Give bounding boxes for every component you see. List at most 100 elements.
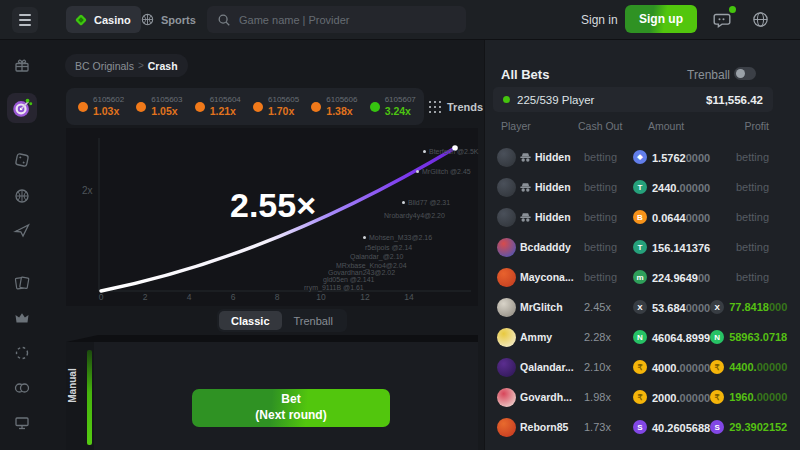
cash-out-value: betting: [578, 241, 633, 253]
chat-icon[interactable]: [712, 10, 732, 30]
language-globe-icon[interactable]: [751, 10, 770, 29]
round-id: 6105603: [151, 95, 182, 105]
tab-trenball[interactable]: Trenball: [282, 311, 345, 330]
player-name[interactable]: Bcdadddy: [520, 241, 571, 253]
cash-out-value: 2.45x: [578, 301, 633, 313]
profit-value: betting: [736, 181, 769, 193]
cash-out-value: betting: [578, 211, 633, 223]
history-round[interactable]: 61056031.05x: [128, 95, 186, 117]
cards-icon[interactable]: [10, 271, 34, 295]
round-multiplier: 1.38x: [326, 105, 357, 118]
incognito-icon: [520, 152, 531, 162]
vip-crown-icon[interactable]: [10, 306, 34, 330]
manual-mode-tab[interactable]: Manual: [67, 366, 78, 406]
round-multiplier: 1.05x: [151, 105, 182, 118]
cashout-label: rrym_9111B @1.61: [304, 284, 364, 291]
history-round[interactable]: 61056051.70x: [245, 95, 303, 117]
x-tick: 2: [143, 292, 148, 302]
affiliate-icon[interactable]: [10, 411, 34, 435]
history-round[interactable]: 61056021.03x: [70, 95, 128, 117]
bet-amount: ◆1.57620000: [633, 148, 736, 166]
profit-value: betting: [736, 241, 769, 253]
col-profit: Profit: [744, 120, 769, 132]
lottery-icon[interactable]: [10, 218, 34, 242]
player-avatar: [497, 298, 516, 317]
profit-value: S29.3902152: [710, 420, 787, 434]
breadcrumb-page: Crash: [148, 60, 178, 72]
profit-value: ₹4400.00000: [710, 360, 787, 374]
sol-coin-icon: S: [633, 420, 647, 434]
cashout-label: r5elpois @2.14: [365, 244, 412, 251]
ngn-coin-icon: N: [710, 330, 724, 344]
bc-originals-icon[interactable]: [10, 96, 34, 120]
search-input[interactable]: Game name | Provider: [207, 6, 466, 33]
bet-row: Govardh...1.98x₹2000.00000₹1960.00000: [485, 382, 800, 412]
history-round[interactable]: 61056073.24x: [362, 95, 420, 117]
player-name[interactable]: Hidden: [535, 181, 571, 193]
x-tick: 6: [231, 292, 236, 302]
cashout-label: Mohsen_M33@2.16: [363, 234, 432, 241]
bet-panel: Manual Bet (Next round): [66, 342, 478, 450]
basketball-icon: [140, 12, 155, 27]
topbar: Casino Sports Game name | Provider Sign …: [0, 0, 800, 40]
bet-button-line2: (Next round): [255, 408, 326, 424]
cash-out-value: betting: [578, 181, 633, 193]
coins-icon[interactable]: [10, 376, 34, 400]
bet-row: BcdadddybettingT156.141376betting: [485, 232, 800, 262]
trenball-toggle[interactable]: [734, 67, 756, 80]
player-name[interactable]: Reborn85: [520, 421, 568, 433]
cashout-label: Nrobardy4y4@2.20: [384, 212, 445, 219]
menu-button[interactable]: [12, 7, 38, 33]
player-name[interactable]: Ammy: [520, 331, 552, 343]
player-name[interactable]: Govardh...: [520, 391, 572, 403]
player-name[interactable]: Hidden: [535, 211, 571, 223]
round-id: 6105604: [210, 95, 241, 105]
sports-sidebar-icon[interactable]: [10, 184, 34, 208]
player-avatar: [497, 388, 516, 407]
sign-up-button[interactable]: Sign up: [625, 5, 697, 33]
history-round[interactable]: 61056061.38x: [303, 95, 361, 117]
sol-coin-icon: S: [710, 420, 724, 434]
breadcrumb-section[interactable]: BC Originals: [75, 60, 134, 72]
bet-amount: ₹4000.00000: [633, 358, 710, 376]
round-dot: [195, 102, 205, 112]
player-name[interactable]: Qalandar...: [520, 361, 574, 373]
player-name[interactable]: MrGlitch: [520, 301, 563, 313]
x-tick: 4: [187, 292, 192, 302]
casino-tab[interactable]: Casino: [66, 6, 141, 33]
profit-value: betting: [736, 151, 769, 163]
sign-in-link[interactable]: Sign in: [581, 13, 618, 27]
dice-icon[interactable]: [10, 148, 34, 172]
search-placeholder: Game name | Provider: [239, 14, 349, 26]
round-multiplier: 3.24x: [385, 105, 416, 118]
inr-coin-icon: ₹: [633, 390, 647, 404]
bet-row: HiddenbettingB0.06440000betting: [485, 202, 800, 232]
round-dot: [78, 102, 88, 112]
eth-coin-icon: ◆: [633, 150, 647, 164]
cashout-label: Blld77 @2.31: [402, 199, 450, 206]
cash-out-value: betting: [578, 151, 633, 163]
trends-label: Trends: [447, 101, 483, 113]
player-avatar: [497, 418, 516, 437]
col-player: Player: [501, 120, 578, 132]
bet-amount: N46064.8999: [633, 328, 710, 346]
history-round[interactable]: 61056041.21x: [187, 95, 245, 117]
ngn-coin-icon: N: [633, 330, 647, 344]
gift-icon[interactable]: [10, 53, 34, 77]
round-dot: [370, 102, 380, 112]
player-name[interactable]: Maycona...: [520, 271, 574, 283]
sports-tab[interactable]: Sports: [140, 6, 196, 33]
bet-row: Ammy2.28xN46064.8999N58963.0718: [485, 322, 800, 352]
player-name[interactable]: Hidden: [535, 151, 571, 163]
player-count-bar: 225/539 Player $11,556.42: [493, 87, 773, 112]
tab-classic[interactable]: Classic: [219, 311, 282, 330]
all-bets-title: All Bets: [501, 67, 549, 82]
bet-button[interactable]: Bet (Next round): [192, 389, 390, 427]
bet-mode-rail: Manual: [66, 342, 94, 450]
trends-button[interactable]: Trends: [429, 97, 483, 117]
cashout-label: Qalandar_@2.10: [350, 253, 403, 260]
total-amount: $11,556.42: [706, 94, 763, 106]
bonus-ring-icon[interactable]: [10, 341, 34, 365]
cash-out-value: betting: [578, 271, 633, 283]
xrp-coin-icon: X: [633, 300, 647, 314]
